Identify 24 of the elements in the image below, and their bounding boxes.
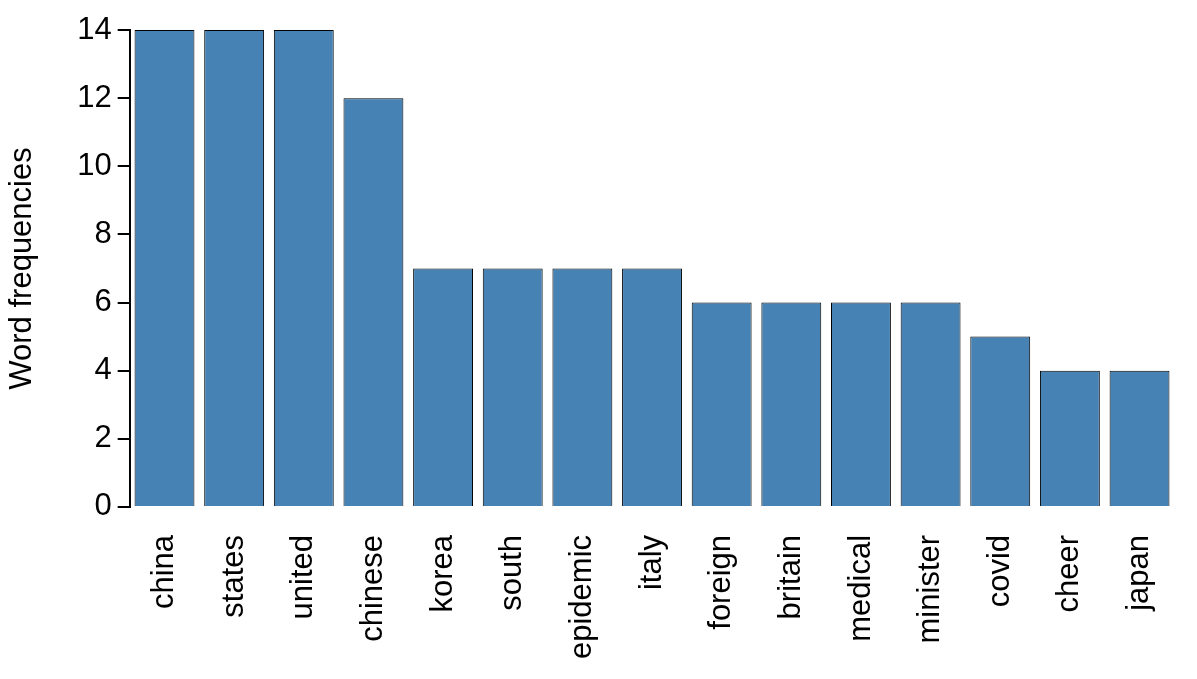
y-tick-label: 4 [94,351,112,387]
y-tick-label: 6 [94,283,112,319]
x-tick-label: japan [1120,534,1156,612]
x-tick-label: foreign [702,534,738,630]
y-tick-label: 14 [77,10,112,46]
x-tick-label: united [284,534,320,620]
y-tick-label: 2 [94,419,112,455]
x-tick-label: epidemic [562,534,598,659]
y-tick-label: 0 [94,487,112,523]
x-tick-label: covid [980,534,1016,608]
x-tick-label: korea [423,534,459,613]
x-tick-label: chinese [353,534,389,642]
x-tick-label: britain [771,534,807,620]
x-tick-label: italy [632,534,668,591]
x-tick-label: states [214,534,250,618]
y-tick-label: 12 [77,78,112,114]
x-tick-label: minister [911,534,947,644]
x-tick-label: medical [841,534,877,642]
y-tick-label: 10 [77,146,112,182]
x-tick-label: south [493,534,529,611]
x-tick-label: cheer [1050,534,1086,613]
x-tick-label: china [145,534,181,610]
y-tick-label: 8 [94,214,112,250]
y-axis-title: Word frequencies [3,147,39,390]
